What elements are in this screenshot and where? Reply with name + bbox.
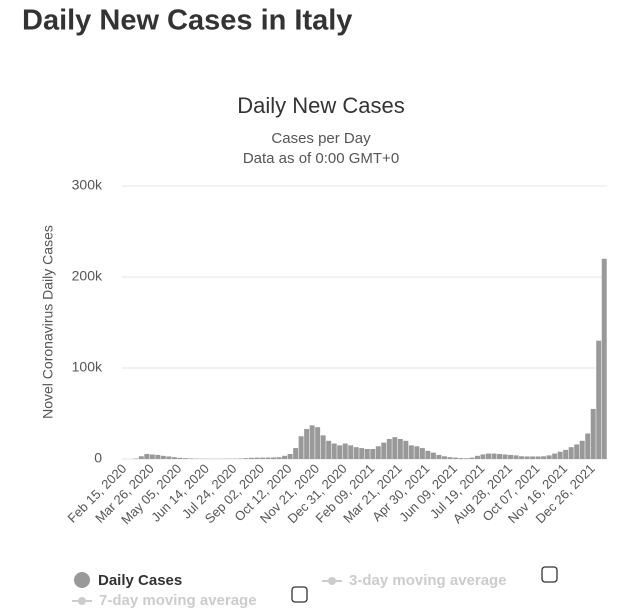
chart-subtitle: Data as of 0:00 GMT+0 — [243, 150, 399, 167]
bar — [469, 458, 474, 459]
bar — [332, 444, 337, 459]
bar — [447, 457, 452, 459]
checkbox[interactable] — [292, 587, 307, 602]
bar — [481, 454, 486, 459]
bar — [166, 456, 171, 459]
bar — [585, 434, 590, 459]
legend-label[interactable]: 7-day moving average — [99, 592, 257, 609]
bar — [530, 456, 535, 459]
bar — [591, 409, 596, 459]
bar — [144, 454, 149, 459]
bar — [569, 447, 574, 459]
bar — [536, 456, 541, 459]
bar — [288, 454, 293, 459]
bar — [580, 441, 585, 459]
bar — [244, 458, 249, 459]
bar — [343, 444, 348, 459]
bar — [370, 449, 375, 459]
bar — [552, 454, 557, 459]
bar — [155, 455, 160, 459]
bar — [492, 454, 497, 459]
bar — [503, 454, 508, 459]
bar — [381, 443, 386, 459]
bar — [392, 437, 397, 459]
checkbox[interactable] — [542, 567, 557, 582]
bar — [602, 259, 607, 459]
legend-marker — [78, 597, 86, 605]
page-title: Daily New Cases in Italy — [22, 5, 352, 37]
bar — [514, 455, 519, 459]
bar — [453, 458, 458, 459]
bar — [519, 456, 524, 459]
bar — [255, 458, 260, 459]
bar — [420, 448, 425, 459]
bar — [315, 427, 320, 459]
bar — [266, 458, 271, 459]
y-tick-label: 100k — [72, 359, 103, 375]
bar — [387, 439, 392, 459]
bar — [541, 456, 546, 459]
bar — [436, 455, 441, 459]
bar — [321, 435, 326, 459]
bar — [310, 425, 315, 459]
bar — [431, 453, 436, 459]
bar — [497, 454, 502, 459]
bar — [161, 456, 166, 459]
y-tick-label: 0 — [94, 450, 102, 466]
bar — [293, 448, 298, 459]
bar — [365, 449, 370, 459]
chart-title: Daily New Cases — [237, 93, 405, 118]
bar — [150, 454, 155, 459]
y-axis-label: Novel Coronavirus Daily Cases — [40, 225, 56, 419]
bar — [596, 341, 601, 459]
bar — [359, 448, 364, 459]
chart-subtitle: Cases per Day — [271, 130, 371, 147]
bar — [376, 446, 381, 459]
bar — [299, 436, 304, 459]
bar — [172, 457, 177, 459]
y-tick-label: 200k — [72, 268, 103, 284]
bar — [177, 458, 182, 459]
legend-label[interactable]: Daily Cases — [98, 572, 182, 589]
bar — [475, 456, 480, 459]
bar — [508, 455, 513, 459]
bar — [271, 457, 276, 459]
bar — [486, 454, 491, 459]
bar — [139, 456, 144, 459]
bar — [458, 458, 463, 459]
y-tick-label: 300k — [72, 177, 103, 193]
legend-marker — [74, 572, 90, 588]
bar — [337, 445, 342, 459]
bar — [409, 445, 414, 459]
bar — [354, 447, 359, 459]
bar — [398, 439, 403, 459]
bar — [183, 458, 188, 459]
bar — [558, 452, 563, 459]
bar — [464, 458, 469, 459]
bar — [525, 456, 530, 459]
bar — [442, 456, 447, 459]
bar — [547, 455, 552, 459]
bar — [403, 441, 408, 459]
bar — [277, 457, 282, 459]
bar — [260, 458, 265, 459]
bar — [414, 446, 419, 459]
bar — [574, 444, 579, 459]
legend-label[interactable]: 3-day moving average — [349, 572, 507, 589]
legend-marker — [328, 577, 336, 585]
bar — [249, 458, 254, 459]
bar — [282, 456, 287, 459]
bar — [563, 450, 568, 459]
bar — [326, 441, 331, 459]
bar — [304, 429, 309, 459]
bar — [425, 451, 430, 459]
bar — [188, 458, 193, 459]
bar — [348, 445, 353, 459]
